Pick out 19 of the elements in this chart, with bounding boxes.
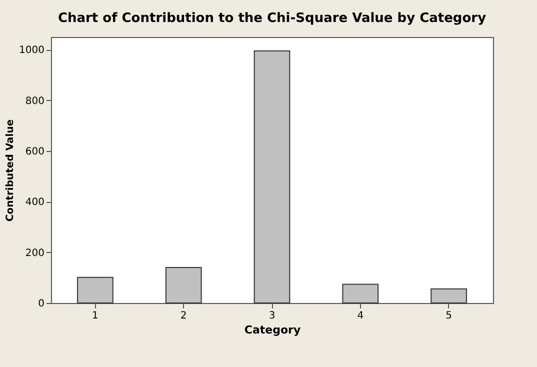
y-tick-label: 1000: [19, 45, 44, 56]
x-tick-label: 3: [268, 310, 276, 322]
chart-title: Chart of Contribution to the Chi-Square Value by Category: [58, 11, 487, 26]
x-axis-title: Category: [244, 324, 301, 336]
bar: [430, 288, 467, 304]
bar: [254, 50, 290, 304]
bar: [165, 267, 202, 304]
y-tick-label: 0: [38, 298, 44, 310]
y-tick-label: 800: [25, 96, 44, 107]
bar: [342, 284, 379, 304]
y-axis-title: Contributed Value: [5, 119, 16, 222]
y-tick-label: 600: [25, 146, 44, 158]
y-tick-label: 200: [25, 248, 44, 259]
x-tick-label: 5: [446, 310, 452, 322]
x-tick-label: 1: [92, 310, 98, 322]
bar: [77, 276, 114, 304]
x-tick-label: 4: [357, 310, 364, 322]
y-tick-label: 400: [25, 197, 44, 208]
x-tick-label: 2: [180, 310, 187, 322]
